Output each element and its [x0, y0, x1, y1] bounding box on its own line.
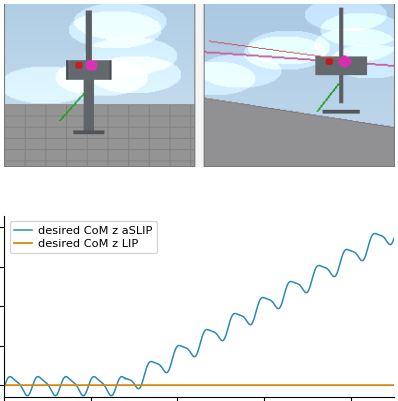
desired CoM z LIP — [151, 383, 156, 387]
desired CoM z LIP — [384, 383, 389, 387]
desired CoM z LIP — [2, 383, 6, 387]
Legend: desired CoM z aSLIP, desired CoM z LIP: desired CoM z aSLIP, desired CoM z LIP — [10, 221, 157, 253]
desired CoM z LIP — [46, 383, 51, 387]
desired CoM z aSLIP — [373, 231, 377, 236]
desired CoM z aSLIP — [392, 236, 396, 241]
desired CoM z aSLIP — [342, 249, 347, 253]
desired CoM z LIP — [69, 383, 74, 387]
desired CoM z aSLIP — [151, 360, 156, 365]
desired CoM z aSLIP — [46, 383, 51, 388]
Line: desired CoM z aSLIP: desired CoM z aSLIP — [4, 233, 394, 396]
desired CoM z LIP — [168, 383, 173, 387]
desired CoM z aSLIP — [109, 393, 114, 398]
desired CoM z aSLIP — [2, 385, 6, 390]
desired CoM z aSLIP — [69, 379, 74, 383]
desired CoM z aSLIP — [384, 239, 389, 243]
desired CoM z aSLIP — [168, 363, 173, 368]
desired CoM z LIP — [392, 383, 396, 387]
desired CoM z LIP — [342, 383, 347, 387]
